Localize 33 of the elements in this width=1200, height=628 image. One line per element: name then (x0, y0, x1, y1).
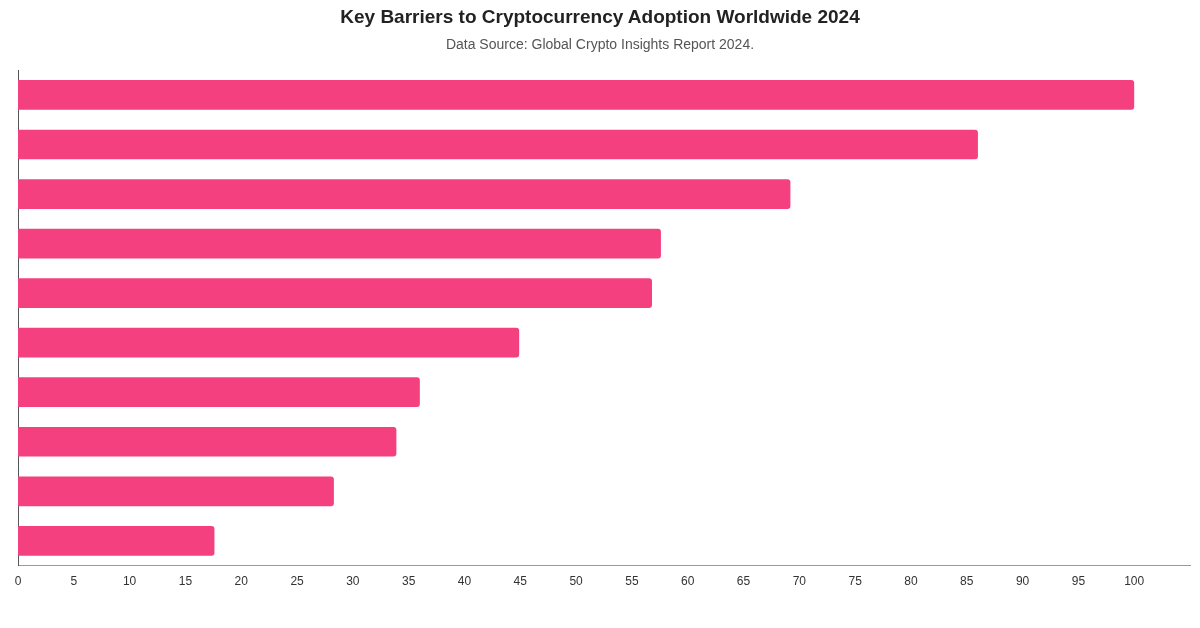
bar (18, 377, 420, 408)
x-tick-label: 75 (848, 574, 863, 589)
x-tick-label: 15 (178, 574, 193, 589)
x-tick-label: 80 (904, 574, 918, 589)
x-tick-label: 65 (736, 574, 751, 589)
x-tick-label: 95 (1071, 574, 1086, 589)
x-tick-label: 50 (569, 574, 584, 589)
x-tick-label: 40 (457, 574, 472, 589)
bar (18, 278, 652, 308)
bar (18, 327, 520, 358)
x-tick-label: 10 (122, 574, 137, 589)
x-tick-label: 25 (290, 574, 305, 589)
x-tick-label: 55 (625, 574, 639, 589)
x-tick-label: 85 (960, 574, 974, 589)
bar (18, 80, 1135, 110)
bar (18, 476, 334, 507)
x-tick-label: 5 (70, 574, 78, 589)
x-tick-label: 100 (1124, 574, 1145, 589)
x-tick-label: 20 (234, 574, 249, 589)
x-tick-label: 45 (513, 574, 528, 589)
bar (18, 426, 397, 457)
chart-subtitle: Data Source: Global Crypto Insights Report 2024. (444, 36, 756, 52)
bar (18, 129, 978, 160)
x-tick-label: 30 (346, 574, 360, 589)
chart-title: Key Barriers to Cryptocurrency Adoption Worldwide 2024 (339, 6, 861, 28)
x-tick-label: 0 (14, 574, 22, 589)
bar (18, 228, 661, 259)
x-tick-label: 70 (792, 574, 807, 589)
x-tick-label: 90 (1015, 574, 1030, 589)
bar (18, 179, 791, 209)
bar (18, 525, 215, 556)
x-tick-label: 60 (681, 574, 695, 589)
x-tick-label: 35 (401, 574, 416, 589)
